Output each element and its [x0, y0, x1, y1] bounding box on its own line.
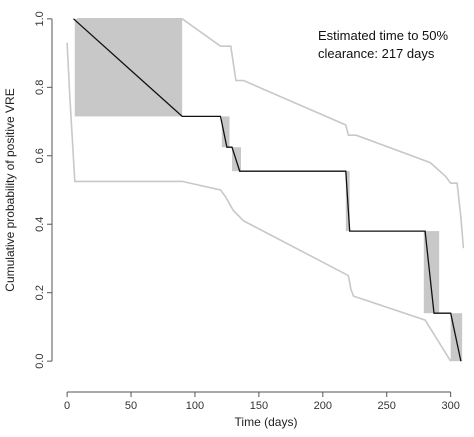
x-axis-label: Time (days) — [235, 415, 298, 429]
y-tick-label: 0.8 — [34, 80, 46, 95]
x-tick-label: 50 — [125, 400, 137, 412]
y-axis-label: Cumulative probability of positive VRE — [3, 88, 17, 291]
x-tick-label: 200 — [314, 400, 332, 412]
annotation-line-1: Estimated time to 50% — [318, 28, 448, 43]
confidence-bands — [66, 17, 465, 362]
y-tick-label: 1.0 — [34, 11, 46, 26]
y-tick-label: 0.4 — [34, 217, 46, 232]
estimate-line — [73, 18, 462, 362]
lower-ci-line — [66, 42, 452, 362]
axes: 0 50 100 150 200 250 300 0.0 0.2 0.4 0.6 0.8 1.0 — [34, 11, 460, 412]
y-tick-label: 0.2 — [34, 285, 46, 300]
upper-ci-line — [77, 17, 465, 249]
x-tick-label: 100 — [186, 400, 204, 412]
estimate-series — [73, 18, 462, 362]
annotation: Estimated time to 50% clearance: 217 day… — [318, 28, 448, 61]
x-tick-label: 150 — [250, 400, 268, 412]
y-tick-label: 0.0 — [34, 354, 46, 369]
x-tick-label: 300 — [441, 400, 459, 412]
interval-box-1 — [221, 116, 230, 148]
annotation-line-2: clearance: 217 days — [318, 46, 435, 61]
y-tick-label: 0.6 — [34, 148, 46, 163]
x-tick-label: 250 — [378, 400, 396, 412]
x-tick-label: 0 — [64, 400, 70, 412]
